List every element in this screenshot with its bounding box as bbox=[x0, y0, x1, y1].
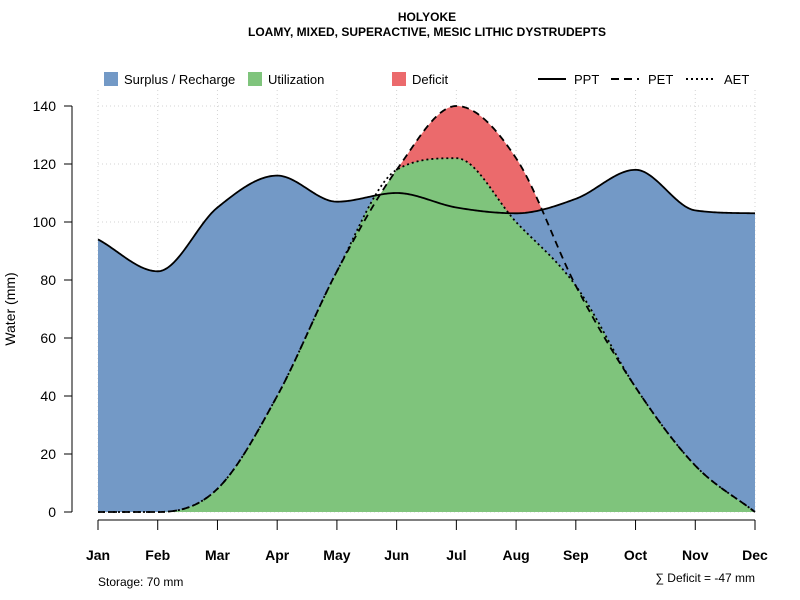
x-ticks: Jan Feb Mar Apr May Jun Jul Aug Sep Oct Nov Dec bbox=[86, 520, 768, 563]
series-line-ppt bbox=[97, 168, 756, 273]
y-tick-label-60: 60 bbox=[40, 330, 56, 346]
legend-swatch-surplus bbox=[104, 72, 118, 86]
x-tick-label-apr: Apr bbox=[265, 547, 290, 563]
y-tick-label-80: 80 bbox=[40, 272, 56, 288]
y-tick-label-0: 0 bbox=[48, 504, 56, 520]
x-tick-label-jul: Jul bbox=[446, 547, 466, 563]
deficit-annotation: ∑ Deficit = -47 mm bbox=[655, 571, 755, 585]
legend: Surplus / Recharge Utilization Deficit P… bbox=[104, 72, 749, 87]
legend-swatch-deficit bbox=[392, 72, 406, 86]
legend-label-pet: PET bbox=[648, 72, 673, 87]
x-tick-label-feb: Feb bbox=[145, 547, 170, 563]
legend-label-utilization: Utilization bbox=[268, 72, 324, 87]
x-tick-label-sep: Sep bbox=[563, 547, 589, 563]
x-tick-label-aug: Aug bbox=[502, 547, 529, 563]
legend-label-ppt: PPT bbox=[574, 72, 599, 87]
legend-label-aet: AET bbox=[724, 72, 749, 87]
x-tick-label-jun: Jun bbox=[384, 547, 409, 563]
x-tick-label-may: May bbox=[323, 547, 350, 563]
x-tick-label-jan: Jan bbox=[86, 547, 110, 563]
y-tick-label-100: 100 bbox=[33, 214, 57, 230]
y-ticks: 0 20 40 60 80 100 120 140 bbox=[33, 98, 72, 520]
legend-label-surplus: Surplus / Recharge bbox=[124, 72, 235, 87]
x-tick-label-dec: Dec bbox=[742, 547, 768, 563]
y-axis-label: Water (mm) bbox=[2, 272, 18, 345]
series-line-pet bbox=[98, 105, 756, 513]
y-tick-label-20: 20 bbox=[40, 446, 56, 462]
series-lines bbox=[97, 105, 756, 513]
x-tick-label-nov: Nov bbox=[682, 547, 709, 563]
axes bbox=[71, 106, 755, 521]
x-tick-label-mar: Mar bbox=[205, 547, 230, 563]
x-tick-label-oct: Oct bbox=[624, 547, 648, 563]
legend-swatch-utilization bbox=[248, 72, 262, 86]
legend-label-deficit: Deficit bbox=[412, 72, 449, 87]
storage-annotation: Storage: 70 mm bbox=[98, 575, 183, 589]
series-line-aet bbox=[98, 157, 756, 513]
area-fills bbox=[98, 106, 755, 513]
y-tick-label-120: 120 bbox=[33, 156, 57, 172]
y-tick-label-40: 40 bbox=[40, 388, 56, 404]
chart-subtitle: LOAMY, MIXED, SUPERACTIVE, MESIC LITHIC … bbox=[248, 25, 606, 39]
chart-title: HOLYOKE bbox=[398, 10, 456, 24]
y-tick-label-140: 140 bbox=[33, 98, 57, 114]
